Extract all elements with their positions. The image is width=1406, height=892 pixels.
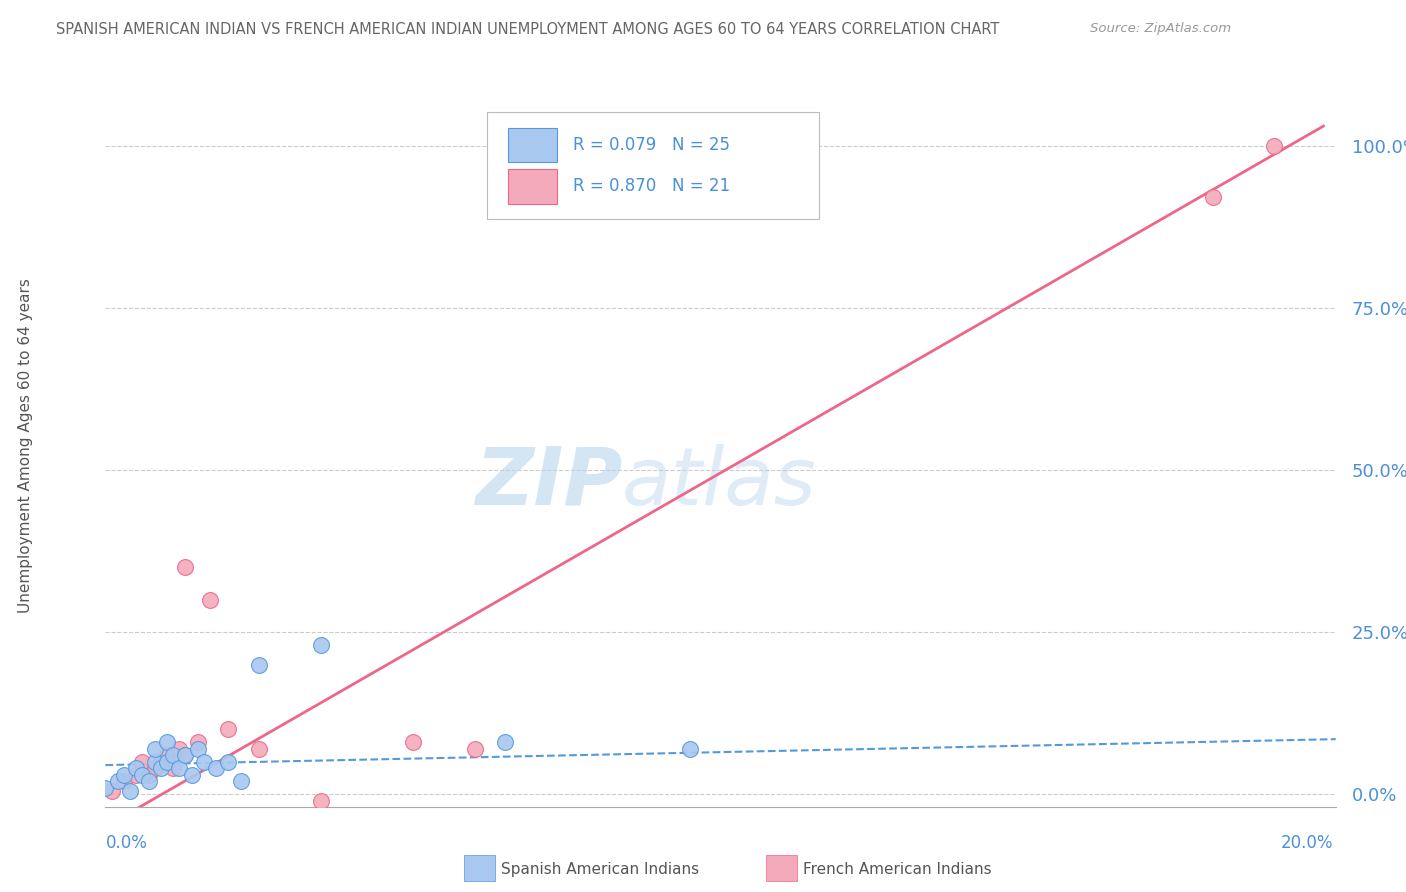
Point [193, 755, 215, 769]
Point [143, 761, 166, 775]
Text: Source: ZipAtlas.com: Source: ZipAtlas.com [1090, 22, 1230, 36]
Text: French American Indians: French American Indians [803, 863, 991, 877]
Point [180, 768, 202, 782]
Point [112, 774, 135, 789]
Point [156, 735, 179, 749]
Point [156, 755, 179, 769]
Point [229, 774, 252, 789]
Point [247, 742, 270, 756]
Text: R = 0.079   N = 25: R = 0.079 N = 25 [574, 136, 730, 154]
Point [156, 748, 179, 763]
Point [125, 768, 148, 782]
Point [1201, 190, 1223, 204]
Point [205, 761, 228, 775]
Point [169, 742, 191, 756]
Point [174, 748, 197, 763]
Point [94, 780, 117, 795]
Text: Spanish American Indians: Spanish American Indians [501, 863, 699, 877]
Point [1263, 138, 1285, 153]
Point [309, 638, 332, 652]
Point [107, 774, 129, 789]
Text: SPANISH AMERICAN INDIAN VS FRENCH AMERICAN INDIAN UNEMPLOYMENT AMONG AGES 60 TO : SPANISH AMERICAN INDIAN VS FRENCH AMERIC… [56, 22, 1000, 37]
Point [494, 735, 516, 749]
Point [131, 755, 153, 769]
Text: Unemployment Among Ages 60 to 64 years: Unemployment Among Ages 60 to 64 years [18, 278, 32, 614]
Point [138, 774, 160, 789]
Point [169, 761, 191, 775]
Point [402, 735, 425, 749]
Point [100, 784, 122, 798]
Text: 0.0%: 0.0% [105, 834, 148, 852]
Point [679, 742, 702, 756]
Point [149, 755, 172, 769]
Point [218, 755, 240, 769]
Point [162, 748, 184, 763]
Point [125, 761, 148, 775]
Point [174, 560, 197, 574]
Point [138, 768, 160, 782]
Point [247, 657, 270, 672]
Point [187, 735, 209, 749]
FancyBboxPatch shape [486, 112, 820, 219]
Point [143, 742, 166, 756]
Text: ZIP: ZIP [475, 443, 621, 522]
Point [162, 761, 184, 775]
FancyBboxPatch shape [508, 128, 557, 162]
Text: atlas: atlas [621, 443, 817, 522]
Point [174, 748, 197, 763]
Point [187, 742, 209, 756]
Point [309, 794, 332, 808]
FancyBboxPatch shape [508, 169, 557, 203]
Point [218, 723, 240, 737]
Point [198, 592, 221, 607]
Text: 20.0%: 20.0% [1281, 834, 1333, 852]
Point [112, 768, 135, 782]
Point [143, 755, 166, 769]
Point [464, 742, 486, 756]
Point [149, 761, 172, 775]
Text: R = 0.870   N = 21: R = 0.870 N = 21 [574, 178, 730, 195]
Point [120, 784, 141, 798]
Point [131, 768, 153, 782]
